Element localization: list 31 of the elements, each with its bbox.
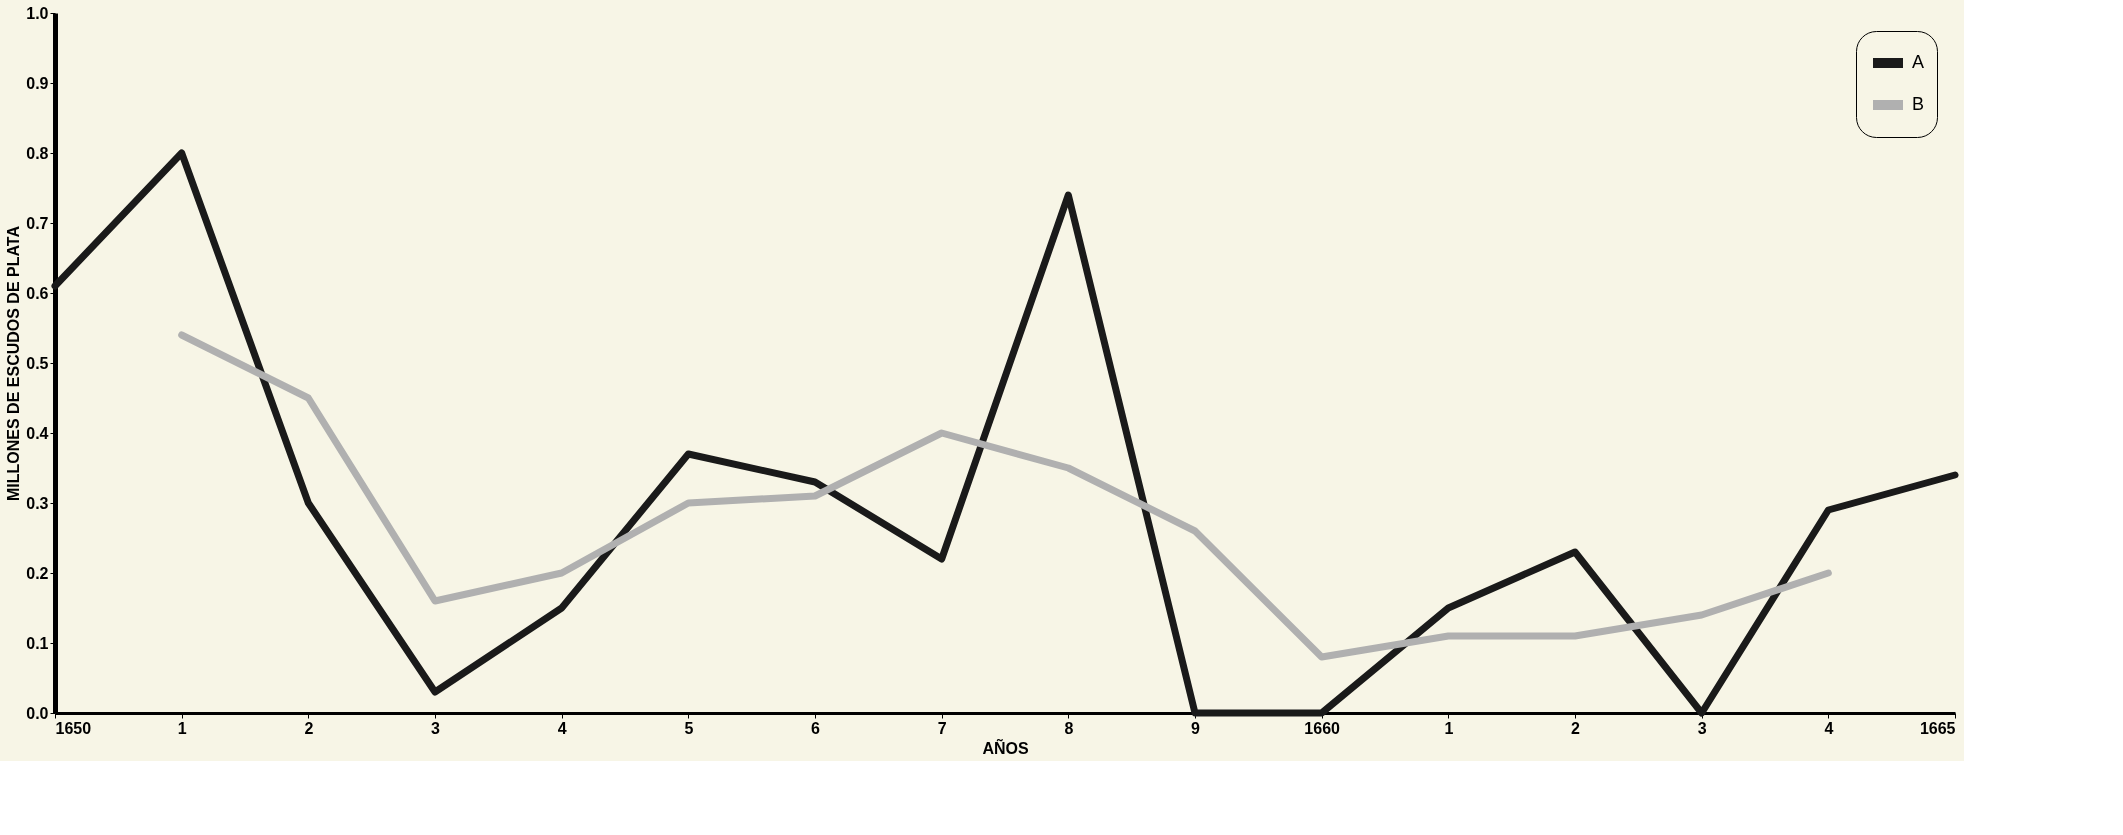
- x-tick-label: 3: [1697, 719, 1707, 737]
- x-tick-label: 2: [304, 719, 314, 737]
- y-axis-title: MILLONES DE ESCUDOS DE PLATA: [5, 225, 23, 501]
- legend-label: A: [1912, 52, 1925, 72]
- y-tick-label: 0.3: [26, 494, 49, 512]
- x-tick-label: 9: [1191, 719, 1201, 737]
- x-tick-label: 1660: [1304, 719, 1341, 737]
- x-axis-title: AÑOS: [982, 737, 1029, 757]
- x-tick-label: 2: [1571, 719, 1581, 737]
- y-tick-label: 0.2: [26, 564, 49, 582]
- x-tick-label: 7: [937, 719, 947, 737]
- x-tick-label: 6: [811, 719, 821, 737]
- x-tick-label: 5: [684, 719, 694, 737]
- x-tick-label: 4: [557, 719, 567, 737]
- y-tick-label: 0.4: [26, 424, 49, 442]
- y-tick-label: 0.8: [26, 144, 49, 162]
- y-tick-label: 0.9: [26, 74, 49, 92]
- y-tick-label: 0.1: [26, 634, 49, 652]
- y-tick-label: 0.6: [26, 284, 49, 302]
- y-tick-label: 0.7: [26, 214, 49, 232]
- y-tick-label: 1.0: [26, 4, 49, 22]
- x-tick-label: 4: [1824, 719, 1834, 737]
- x-tick-label: 1665: [1919, 719, 1956, 737]
- x-tick-label: 8: [1064, 719, 1074, 737]
- y-tick-label: 0.5: [26, 354, 49, 372]
- x-tick-label: 3: [431, 719, 441, 737]
- x-tick-label: 1: [177, 719, 187, 737]
- x-tick-label: 1: [1444, 719, 1454, 737]
- x-tick-label: 1650: [55, 719, 92, 737]
- legend-label: B: [1912, 94, 1925, 114]
- y-tick-label: 0.0: [26, 704, 49, 722]
